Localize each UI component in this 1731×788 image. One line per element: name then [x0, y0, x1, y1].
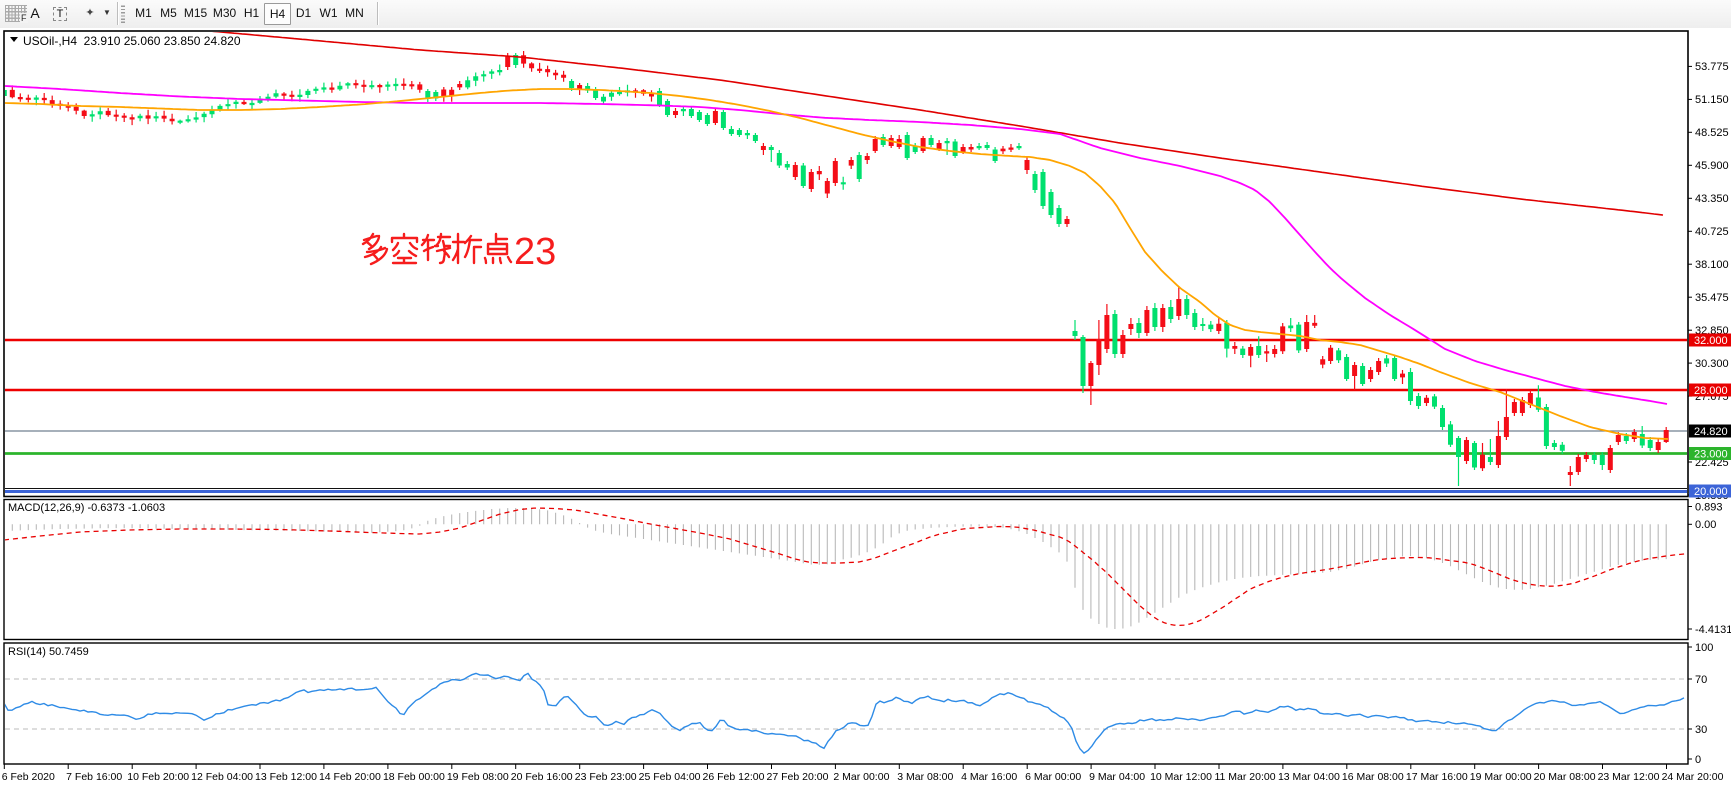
svg-text:27 Feb 20:00: 27 Feb 20:00	[767, 771, 829, 783]
svg-text:70: 70	[1695, 674, 1707, 686]
svg-text:6 Feb 2020: 6 Feb 2020	[2, 771, 55, 783]
svg-text:9 Mar 04:00: 9 Mar 04:00	[1089, 771, 1145, 783]
svg-text:18 Feb 00:00: 18 Feb 00:00	[383, 771, 445, 783]
svg-text:RSI(14) 50.7459: RSI(14) 50.7459	[8, 646, 89, 658]
svg-text:USOil-,H4 23.910 25.060 23.85: USOil-,H4 23.910 25.060 23.850 24.820	[23, 34, 241, 48]
svg-text:11 Mar 20:00: 11 Mar 20:00	[1214, 771, 1275, 783]
svg-text:20 Mar 08:00: 20 Mar 08:00	[1534, 771, 1596, 783]
svg-text:25 Feb 04:00: 25 Feb 04:00	[639, 771, 701, 783]
svg-text:45.900: 45.900	[1695, 160, 1729, 172]
svg-text:43.350: 43.350	[1695, 193, 1729, 205]
svg-text:20 Feb 16:00: 20 Feb 16:00	[511, 771, 573, 783]
svg-text:23 Feb 23:00: 23 Feb 23:00	[575, 771, 637, 783]
svg-text:-4.4131: -4.4131	[1695, 624, 1731, 636]
svg-text:MACD(12,26,9) -0.6373 -1.0603: MACD(12,26,9) -0.6373 -1.0603	[8, 502, 165, 514]
svg-text:13 Mar 04:00: 13 Mar 04:00	[1278, 771, 1340, 783]
svg-text:14 Feb 20:00: 14 Feb 20:00	[319, 771, 381, 783]
svg-text:30: 30	[1695, 724, 1707, 736]
svg-text:30.300: 30.300	[1695, 358, 1729, 370]
svg-text:23.000: 23.000	[1694, 449, 1728, 461]
svg-text:10 Mar 12:00: 10 Mar 12:00	[1150, 771, 1212, 783]
svg-text:40.725: 40.725	[1695, 226, 1729, 238]
svg-text:23 Mar 12:00: 23 Mar 12:00	[1598, 771, 1660, 783]
svg-text:23: 23	[514, 231, 556, 273]
svg-text:0: 0	[1695, 754, 1701, 766]
svg-text:24 Mar 20:00: 24 Mar 20:00	[1662, 771, 1724, 783]
svg-text:16 Mar 08:00: 16 Mar 08:00	[1342, 771, 1404, 783]
svg-text:53.775: 53.775	[1695, 61, 1729, 73]
svg-text:0.893: 0.893	[1695, 501, 1723, 513]
svg-text:26 Feb 12:00: 26 Feb 12:00	[703, 771, 765, 783]
svg-text:48.525: 48.525	[1695, 127, 1729, 139]
svg-text:6 Mar 00:00: 6 Mar 00:00	[1025, 771, 1081, 783]
svg-text:17 Mar 16:00: 17 Mar 16:00	[1406, 771, 1468, 783]
svg-text:20.000: 20.000	[1694, 486, 1728, 498]
svg-text:35.475: 35.475	[1695, 292, 1729, 304]
svg-text:3 Mar 08:00: 3 Mar 08:00	[897, 771, 953, 783]
svg-text:4 Mar 16:00: 4 Mar 16:00	[961, 771, 1017, 783]
svg-text:100: 100	[1695, 642, 1713, 654]
svg-text:7 Feb 16:00: 7 Feb 16:00	[66, 771, 122, 783]
svg-text:51.150: 51.150	[1695, 94, 1729, 106]
svg-text:13 Feb 12:00: 13 Feb 12:00	[255, 771, 317, 783]
svg-text:38.100: 38.100	[1695, 259, 1729, 271]
svg-text:28.000: 28.000	[1694, 385, 1728, 397]
svg-text:10 Feb 20:00: 10 Feb 20:00	[127, 771, 189, 783]
svg-text:2 Mar 00:00: 2 Mar 00:00	[833, 771, 889, 783]
svg-text:24.820: 24.820	[1694, 426, 1728, 438]
svg-text:19 Feb 08:00: 19 Feb 08:00	[447, 771, 509, 783]
svg-text:12 Feb 04:00: 12 Feb 04:00	[191, 771, 253, 783]
svg-text:0.00: 0.00	[1695, 519, 1716, 531]
svg-text:19 Mar 00:00: 19 Mar 00:00	[1470, 771, 1532, 783]
svg-text:32.000: 32.000	[1694, 335, 1728, 347]
